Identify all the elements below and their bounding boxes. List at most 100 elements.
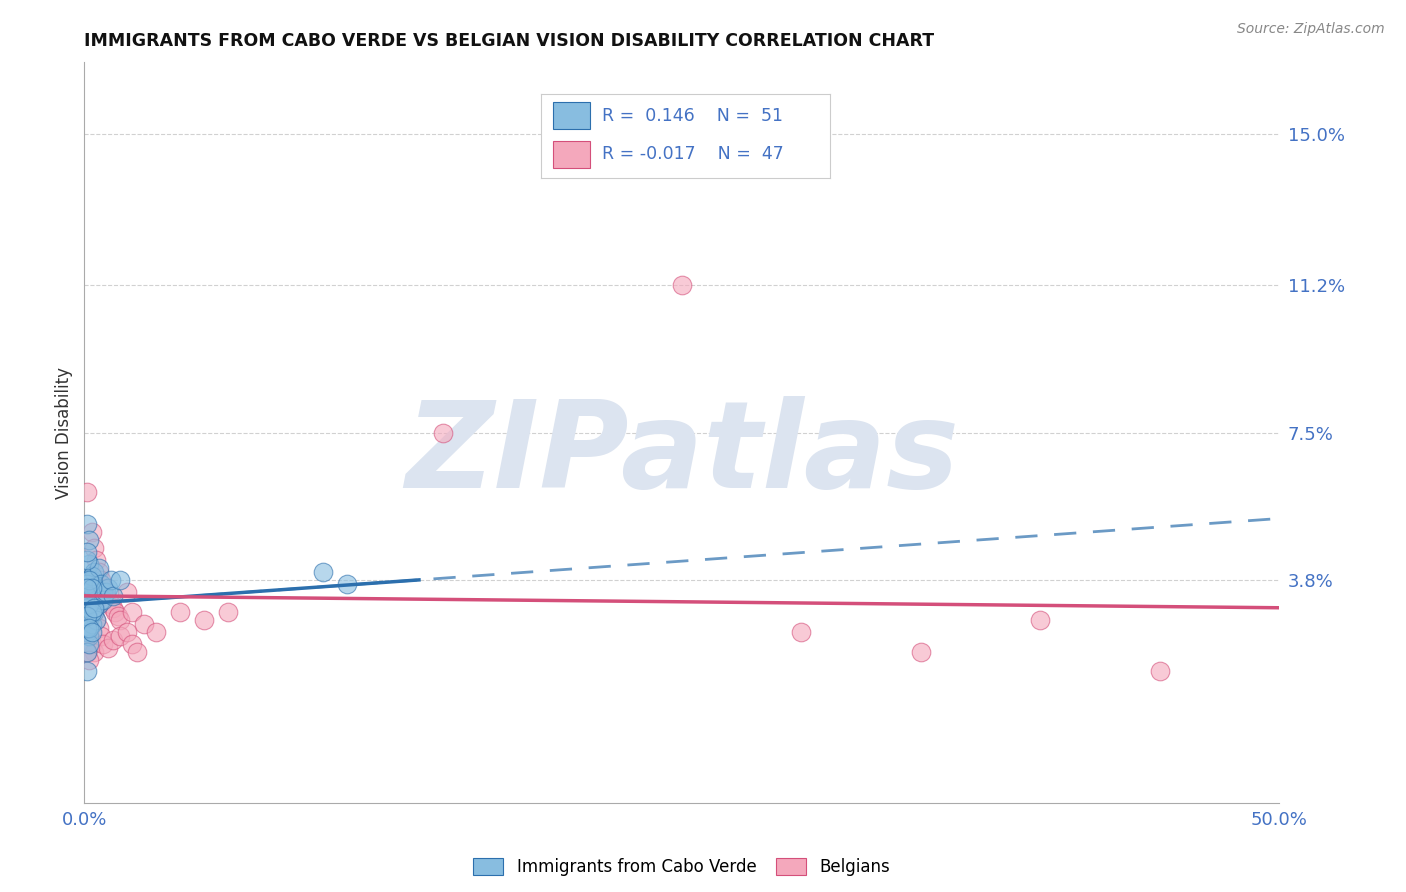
Text: R = -0.017    N =  47: R = -0.017 N = 47 xyxy=(602,145,783,163)
Legend: Immigrants from Cabo Verde, Belgians: Immigrants from Cabo Verde, Belgians xyxy=(474,858,890,876)
Point xyxy=(86,581,108,595)
Point xyxy=(100,573,122,587)
Point xyxy=(110,613,132,627)
Y-axis label: Vision Disability: Vision Disability xyxy=(55,367,73,499)
Point xyxy=(100,597,122,611)
Point xyxy=(86,589,108,603)
Point xyxy=(77,652,100,666)
Point xyxy=(83,541,105,555)
Point xyxy=(93,584,115,599)
Point xyxy=(76,624,98,639)
Point xyxy=(76,553,98,567)
Point xyxy=(87,621,110,635)
Point xyxy=(76,665,98,679)
Text: R =  0.146    N =  51: R = 0.146 N = 51 xyxy=(602,107,783,125)
Point xyxy=(77,589,100,603)
Point xyxy=(76,485,98,500)
Point xyxy=(1149,665,1171,679)
Point xyxy=(83,584,105,599)
Point xyxy=(76,517,98,532)
Point xyxy=(77,637,100,651)
Point xyxy=(76,605,98,619)
Point xyxy=(86,613,108,627)
Point xyxy=(86,553,108,567)
Point xyxy=(80,573,103,587)
Point xyxy=(80,616,103,631)
Point xyxy=(77,557,100,571)
Point xyxy=(93,637,115,651)
Point xyxy=(90,573,112,587)
Text: ZIPatlas: ZIPatlas xyxy=(405,396,959,513)
Bar xyxy=(553,103,591,129)
Point xyxy=(77,573,100,587)
Point xyxy=(76,608,98,623)
Point xyxy=(101,632,124,647)
Point xyxy=(80,637,103,651)
Point xyxy=(77,533,100,547)
Point xyxy=(80,597,103,611)
Point xyxy=(76,581,98,595)
Point xyxy=(77,581,100,595)
Point xyxy=(76,624,98,639)
Point xyxy=(80,581,103,595)
Point xyxy=(83,565,105,579)
Point xyxy=(132,616,156,631)
Point xyxy=(76,600,98,615)
Point xyxy=(76,644,98,658)
Point xyxy=(790,624,813,639)
Point xyxy=(169,605,191,619)
Point xyxy=(76,581,98,595)
Point xyxy=(77,613,100,627)
Point xyxy=(80,597,103,611)
Point xyxy=(117,584,139,599)
Point xyxy=(76,573,98,587)
Point xyxy=(97,592,120,607)
Point xyxy=(97,640,120,655)
Point xyxy=(121,637,143,651)
Point xyxy=(312,565,335,579)
Point xyxy=(1029,613,1052,627)
Point xyxy=(76,577,98,591)
Bar xyxy=(553,141,591,169)
Point xyxy=(117,624,139,639)
Point xyxy=(94,589,117,603)
Point xyxy=(90,577,112,591)
Point xyxy=(90,629,112,643)
Point xyxy=(97,581,120,595)
Point xyxy=(910,644,932,658)
Point xyxy=(107,608,129,623)
Point xyxy=(145,624,167,639)
Point xyxy=(93,581,115,595)
Point xyxy=(77,589,100,603)
Point xyxy=(93,592,115,607)
Point xyxy=(86,613,108,627)
Point xyxy=(110,573,132,587)
Point xyxy=(80,624,103,639)
Point xyxy=(83,600,105,615)
Point xyxy=(217,605,239,619)
Point xyxy=(77,629,100,643)
Text: IMMIGRANTS FROM CABO VERDE VS BELGIAN VISION DISABILITY CORRELATION CHART: IMMIGRANTS FROM CABO VERDE VS BELGIAN VI… xyxy=(84,32,935,50)
Point xyxy=(77,621,100,635)
Point xyxy=(90,592,112,607)
Point xyxy=(80,605,103,619)
Point xyxy=(193,613,215,627)
Point xyxy=(110,629,132,643)
Point xyxy=(77,629,100,643)
Point xyxy=(87,561,110,575)
Point xyxy=(104,605,127,619)
Point xyxy=(94,584,117,599)
Point xyxy=(125,644,148,658)
Point xyxy=(76,621,98,635)
Point xyxy=(76,644,98,658)
Point xyxy=(80,569,103,583)
Point xyxy=(87,565,110,579)
Point xyxy=(77,597,100,611)
Point xyxy=(83,605,105,619)
Point xyxy=(87,597,110,611)
Point xyxy=(80,525,103,540)
Point xyxy=(101,589,124,603)
Point xyxy=(121,605,143,619)
Point xyxy=(671,278,693,293)
Point xyxy=(83,605,105,619)
